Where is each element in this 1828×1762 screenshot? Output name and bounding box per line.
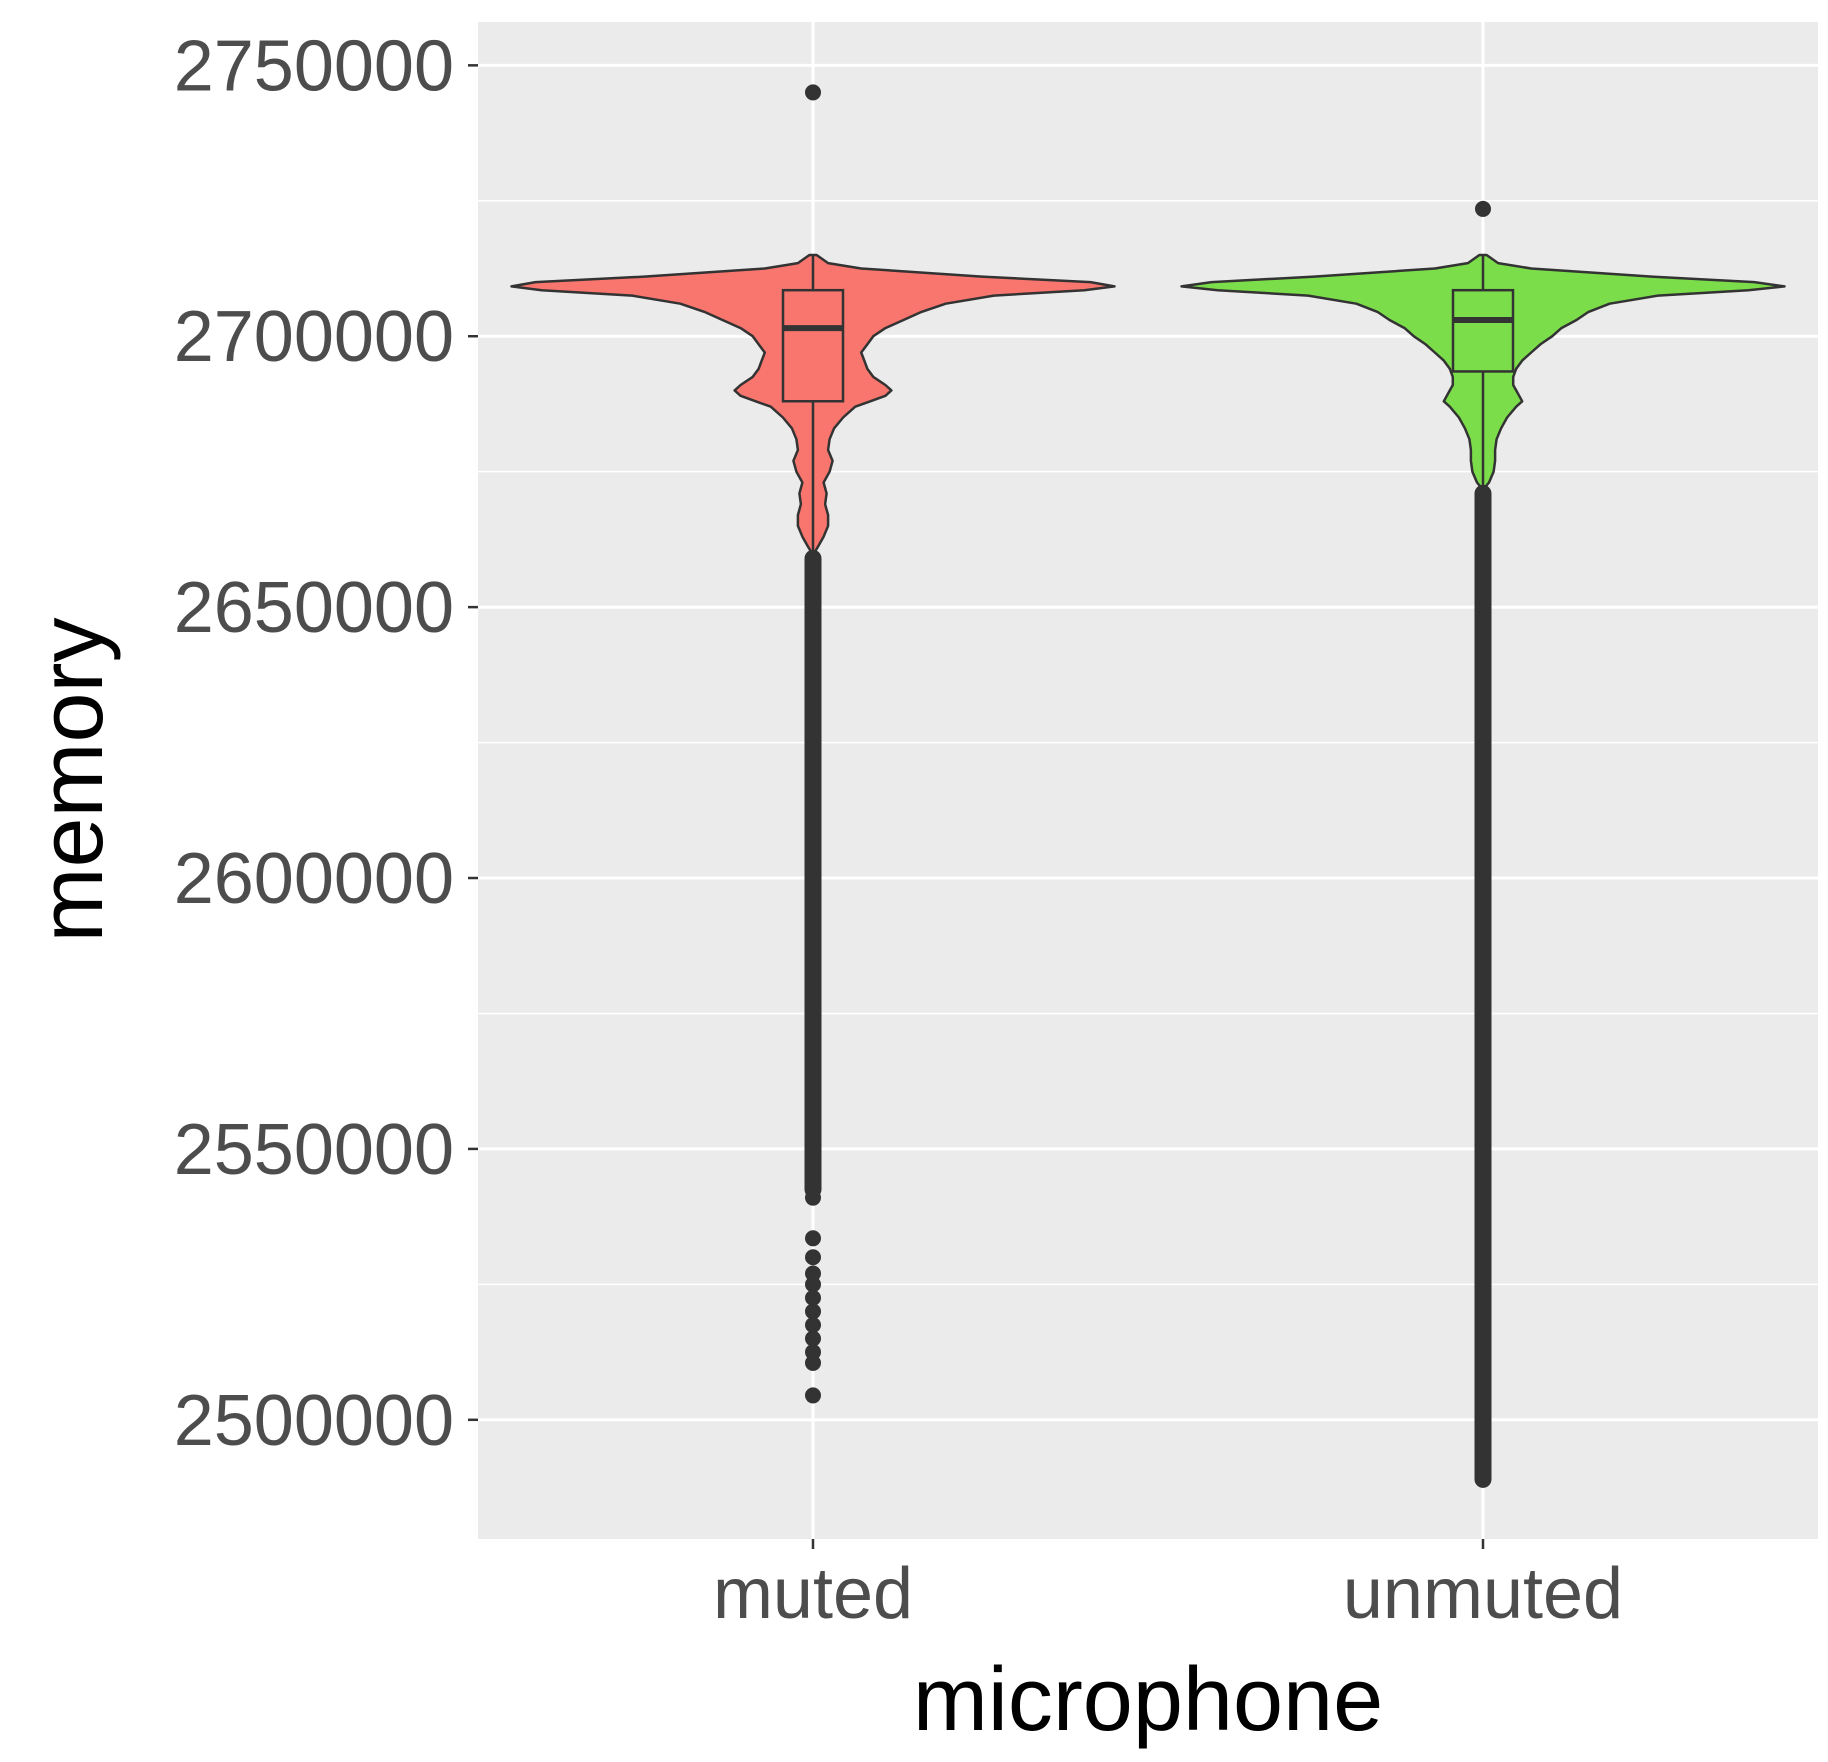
y-tick-label: 2750000	[174, 26, 454, 106]
outlier-point	[805, 1303, 821, 1320]
outlier-point	[805, 1230, 821, 1247]
y-tick-label: 2500000	[174, 1381, 454, 1461]
outlier-point	[1475, 647, 1491, 664]
y-tick-label: 2650000	[174, 568, 454, 648]
boxplots	[781, 254, 1515, 553]
outlier-point	[805, 1316, 821, 1333]
x-axis: muted unmuted	[713, 1539, 1623, 1634]
outlier-point	[805, 1249, 821, 1266]
outlier-point	[1475, 1471, 1491, 1488]
outlier-point	[1475, 618, 1491, 635]
outlier-point	[1475, 200, 1491, 217]
box-muted	[781, 288, 845, 403]
x-axis-title: microphone	[913, 1650, 1383, 1750]
panel-background	[478, 22, 1818, 1539]
box-unmuted	[1451, 288, 1515, 373]
outlier-point	[805, 1330, 821, 1347]
y-tick-label: 2700000	[174, 297, 454, 377]
x-tick-label-unmuted: unmuted	[1343, 1554, 1623, 1634]
y-axis-title: memory	[22, 617, 122, 942]
y-tick-label: 2600000	[174, 839, 454, 919]
outlier-point	[805, 1354, 821, 1371]
outlier-point	[805, 1189, 821, 1206]
outlier-point	[805, 84, 821, 101]
outlier-point	[805, 1276, 821, 1293]
outlier-point	[805, 1289, 821, 1306]
outlier-point	[805, 1387, 821, 1404]
outliers	[804, 84, 1492, 1488]
x-tick-label-muted: muted	[713, 1554, 913, 1634]
y-axis: 2500000 2550000 2600000 2650000 2700000 27500…	[174, 26, 478, 1461]
y-tick-label: 2550000	[174, 1110, 454, 1190]
